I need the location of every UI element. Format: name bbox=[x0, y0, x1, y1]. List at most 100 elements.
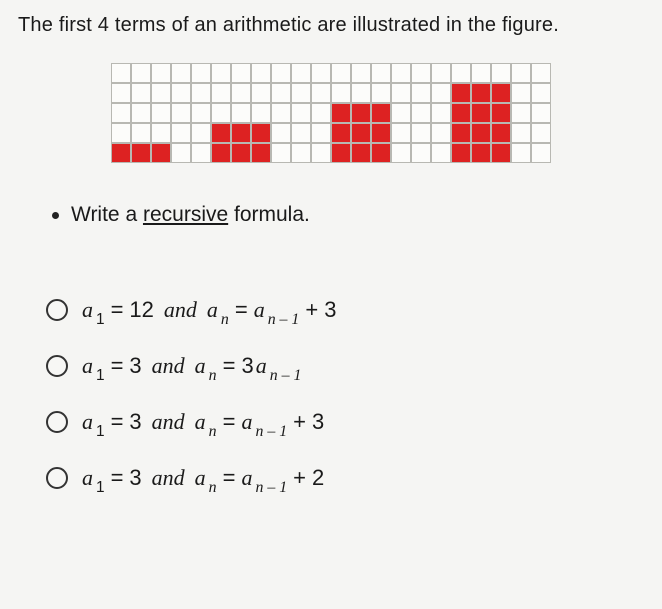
grid-cell bbox=[431, 63, 451, 83]
grid-area bbox=[111, 63, 551, 163]
grid-cell bbox=[391, 63, 411, 83]
grid-cell bbox=[531, 103, 551, 123]
grid-cell bbox=[351, 63, 371, 83]
grid-cell bbox=[491, 83, 511, 103]
grid-cell bbox=[471, 63, 491, 83]
grid-cell bbox=[411, 83, 431, 103]
grid-cell bbox=[471, 103, 491, 123]
sequence-figure bbox=[18, 63, 644, 163]
grid-cell bbox=[131, 143, 151, 163]
grid-cell bbox=[471, 83, 491, 103]
grid-cell bbox=[191, 143, 211, 163]
grid-cell bbox=[131, 83, 151, 103]
grid-cell bbox=[451, 103, 471, 123]
answer-option[interactable]: a1=12andan=an – 1+3 bbox=[46, 297, 644, 323]
grid-cell bbox=[231, 83, 251, 103]
grid-cell bbox=[291, 83, 311, 103]
answer-options: a1=12andan=an – 1+3 a1=3andan=3an – 1 a1=3… bbox=[46, 297, 644, 491]
grid-cell bbox=[451, 63, 471, 83]
grid-cell bbox=[151, 103, 171, 123]
grid-cell bbox=[131, 63, 151, 83]
grid-cell bbox=[511, 103, 531, 123]
grid-cell bbox=[371, 123, 391, 143]
grid-cell bbox=[371, 63, 391, 83]
grid-cell bbox=[491, 63, 511, 83]
grid-cell bbox=[291, 63, 311, 83]
grid-cell bbox=[251, 83, 271, 103]
grid-cell bbox=[191, 123, 211, 143]
grid-cell bbox=[171, 143, 191, 163]
grid-cell bbox=[231, 103, 251, 123]
grid-cell bbox=[111, 103, 131, 123]
grid-cell bbox=[111, 63, 131, 83]
grid-cell bbox=[451, 143, 471, 163]
grid-cell bbox=[271, 83, 291, 103]
grid-cell bbox=[511, 63, 531, 83]
grid-cell bbox=[351, 143, 371, 163]
grid-cell bbox=[211, 103, 231, 123]
grid-cell bbox=[351, 103, 371, 123]
formula-text: a1=3andan=an – 1+3 bbox=[82, 409, 324, 435]
grid-cell bbox=[491, 143, 511, 163]
grid-cell bbox=[271, 103, 291, 123]
grid-cell bbox=[371, 83, 391, 103]
grid-cell bbox=[471, 123, 491, 143]
grid-cell bbox=[271, 123, 291, 143]
grid-cell bbox=[331, 103, 351, 123]
instruction-prefix: Write a bbox=[71, 203, 143, 226]
grid-cell bbox=[191, 63, 211, 83]
grid-cell bbox=[191, 83, 211, 103]
instruction-line: Write a recursive formula. bbox=[52, 203, 644, 227]
grid-cell bbox=[191, 103, 211, 123]
grid-cell bbox=[211, 123, 231, 143]
radio-button[interactable] bbox=[46, 411, 68, 433]
grid-cell bbox=[471, 143, 491, 163]
grid-cell bbox=[431, 103, 451, 123]
grid-cell bbox=[251, 143, 271, 163]
answer-option[interactable]: a1=3andan=an – 1+3 bbox=[46, 409, 644, 435]
radio-button[interactable] bbox=[46, 299, 68, 321]
grid-cell bbox=[431, 83, 451, 103]
grid-cell bbox=[231, 63, 251, 83]
answer-option[interactable]: a1=3andan=3an – 1 bbox=[46, 353, 644, 379]
grid-cell bbox=[111, 143, 131, 163]
grid-cell bbox=[351, 83, 371, 103]
grid-cell bbox=[151, 143, 171, 163]
instruction-suffix: formula. bbox=[228, 203, 310, 226]
grid-cell bbox=[151, 83, 171, 103]
grid-cell bbox=[451, 83, 471, 103]
bullet-icon bbox=[52, 212, 59, 219]
grid-cell bbox=[111, 83, 131, 103]
grid-cell bbox=[391, 123, 411, 143]
grid-cell bbox=[311, 63, 331, 83]
grid-cell bbox=[371, 103, 391, 123]
radio-button[interactable] bbox=[46, 355, 68, 377]
grid-cell bbox=[171, 63, 191, 83]
answer-option[interactable]: a1=3andan=an – 1+2 bbox=[46, 465, 644, 491]
grid-cell bbox=[311, 123, 331, 143]
grid-cell bbox=[231, 143, 251, 163]
grid-cell bbox=[251, 123, 271, 143]
grid-cell bbox=[311, 143, 331, 163]
grid-cell bbox=[171, 103, 191, 123]
grid-cell bbox=[171, 123, 191, 143]
grid-cell bbox=[211, 83, 231, 103]
grid-cell bbox=[491, 123, 511, 143]
grid-cell bbox=[331, 83, 351, 103]
grid-cell bbox=[291, 103, 311, 123]
grid-cell bbox=[271, 63, 291, 83]
grid-cell bbox=[331, 123, 351, 143]
radio-button[interactable] bbox=[46, 467, 68, 489]
grid-cell bbox=[391, 83, 411, 103]
grid-cell bbox=[251, 103, 271, 123]
grid-cell bbox=[411, 63, 431, 83]
grid-cell bbox=[131, 123, 151, 143]
grid-cell bbox=[111, 123, 131, 143]
grid-cell bbox=[351, 123, 371, 143]
grid-cell bbox=[531, 123, 551, 143]
grid-cell bbox=[531, 83, 551, 103]
grid-cell bbox=[151, 63, 171, 83]
grid-cell bbox=[511, 83, 531, 103]
grid-cell bbox=[311, 83, 331, 103]
grid-cell bbox=[391, 143, 411, 163]
